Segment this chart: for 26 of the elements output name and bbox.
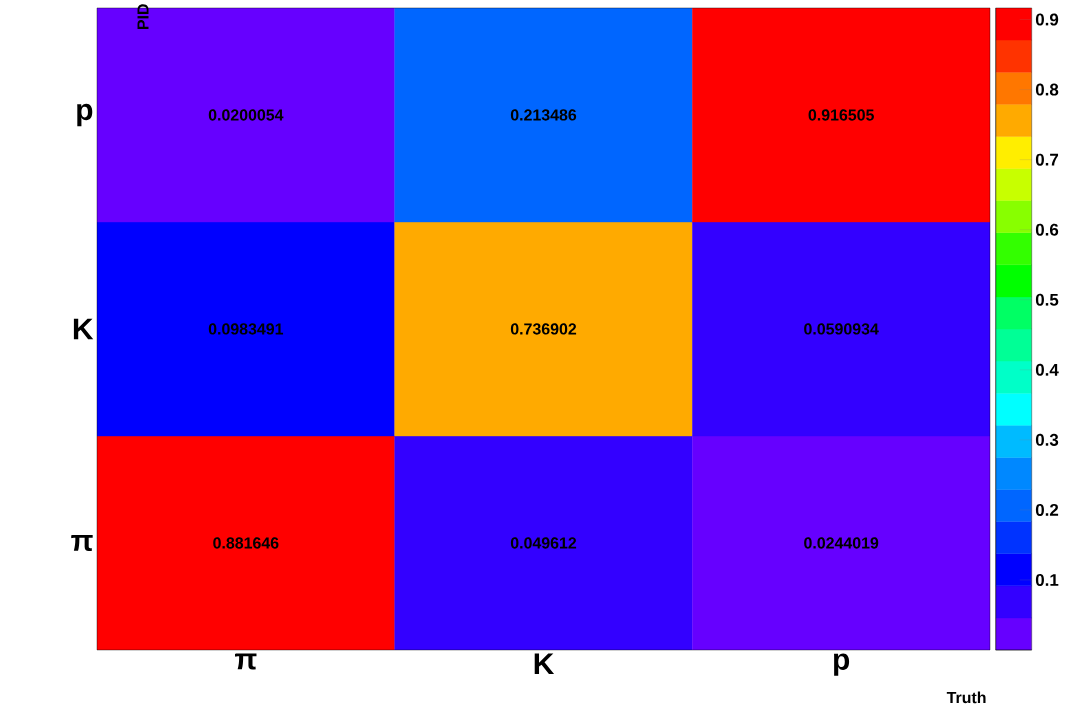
y-tick-label: π	[71, 534, 93, 552]
color-bar-label: 0.8	[1035, 83, 1059, 96]
color-bar-label: 0.6	[1035, 223, 1059, 236]
color-bar-label: 0.7	[1035, 153, 1059, 166]
color-bar-label: 0.3	[1035, 433, 1059, 446]
data-label: 0.0983491	[208, 323, 284, 335]
x-tick-label: K	[534, 653, 555, 675]
color-bar-label: 0.1	[1035, 573, 1059, 586]
y-axis-title: PID	[137, 4, 149, 30]
color-bar-label: 0.4	[1035, 363, 1059, 376]
x-axis-title: Truth	[946, 691, 986, 704]
x-tick-label: p	[834, 653, 850, 676]
data-label: 0.881646	[213, 537, 279, 549]
data-label: 0.0590934	[804, 323, 879, 335]
x-tick-label: π	[235, 653, 257, 670]
y-tick-label: K	[73, 318, 94, 340]
data-label: 0.213486	[510, 109, 577, 121]
data-label: 0.0244019	[804, 537, 879, 549]
data-label: 0.0200054	[208, 109, 284, 121]
color-bar-label: 0.5	[1035, 293, 1059, 306]
data-label: 0.049612	[510, 537, 577, 549]
data-label: 0.916505	[808, 109, 874, 121]
data-label: 0.736902	[510, 323, 577, 335]
y-tick-label: p	[77, 103, 93, 127]
color-bar-label: 0.2	[1035, 503, 1059, 516]
color-bar-label: 0.9	[1035, 13, 1059, 26]
